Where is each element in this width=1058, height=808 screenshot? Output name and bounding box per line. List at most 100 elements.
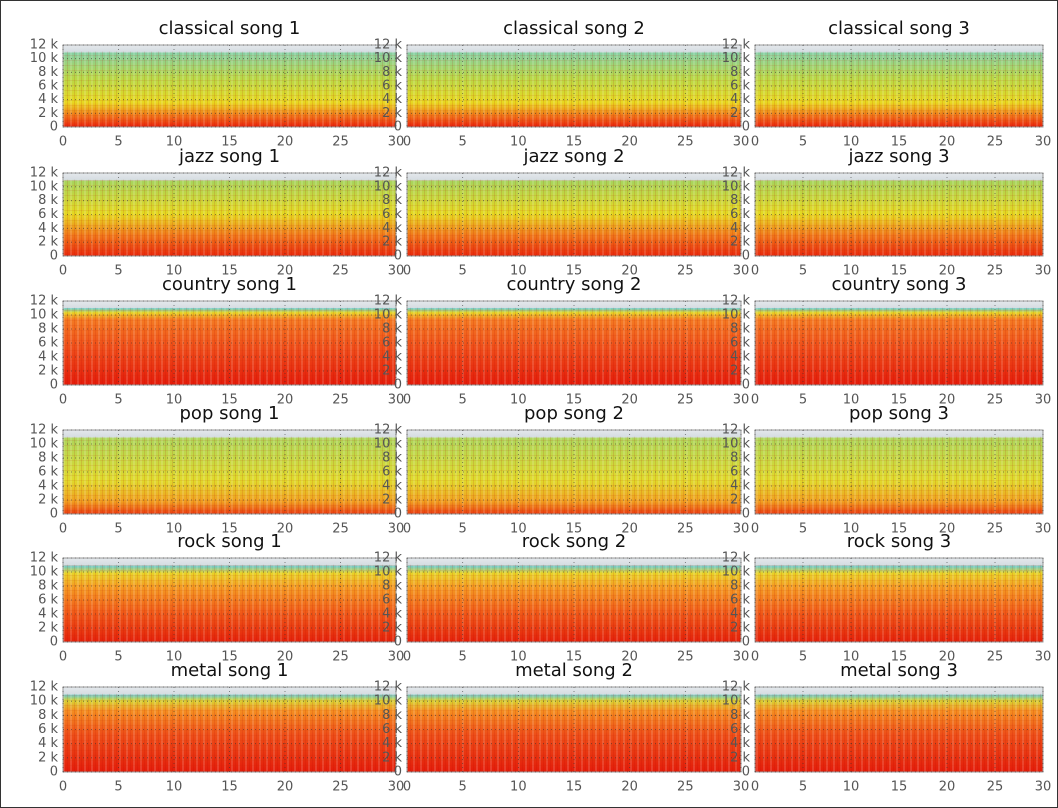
y-tick-label: 4 k [38,221,58,236]
spectrogram-texture [755,694,1043,772]
y-tick-label: 8 k [382,193,402,208]
y-tick-label: 2 k [38,750,58,765]
figure: 05101520253002 k4 k6 k8 k10 k12 kclassic… [0,0,1058,808]
x-tick-label: 5 [459,393,467,408]
y-tick-label: 12 k [722,423,751,438]
x-tick-label: 0 [751,264,759,279]
x-tick-label: 5 [114,780,122,795]
x-tick-label: 5 [459,264,467,279]
y-tick-label: 4 k [382,607,402,622]
y-tick-label: 2 k [38,106,58,121]
x-tick-label: 0 [59,393,67,408]
y-tick-label: 2 k [382,621,402,636]
x-tick-label: 30 [1035,135,1052,150]
y-tick-label: 6 k [382,336,402,351]
x-tick-label: 5 [114,135,122,150]
y-tick-label: 0 [50,507,58,522]
chart-title: country song 2 [507,274,642,295]
y-tick-label: 0 [742,120,750,135]
y-tick-label: 12 k [722,38,751,53]
y-tick-label: 4 k [730,607,750,622]
y-tick-label: 10 k [30,437,59,452]
y-tick-label: 8 k [382,451,402,466]
y-tick-label: 10 k [30,694,59,709]
y-tick-label: 2 k [730,364,750,379]
y-tick-label: 8 k [730,708,750,723]
y-tick-label: 8 k [38,451,58,466]
x-tick-label: 25 [677,264,694,279]
x-tick-label: 10 [510,780,527,795]
y-tick-label: 0 [50,635,58,650]
x-tick-label: 30 [733,135,750,150]
x-tick-label: 0 [59,650,67,665]
y-tick-label: 6 k [38,207,58,222]
y-tick-label: 10 k [30,179,59,194]
y-tick-label: 12 k [722,294,751,309]
x-tick-label: 5 [459,135,467,150]
y-tick-label: 0 [394,120,402,135]
x-tick-label: 0 [751,522,759,537]
y-tick-label: 6 k [382,79,402,94]
y-tick-label: 2 k [730,235,750,250]
x-tick-label: 10 [166,780,183,795]
x-tick-label: 30 [733,650,750,665]
y-tick-label: 8 k [38,65,58,80]
y-tick-label: 10 k [30,565,59,580]
chart-title: rock song 1 [177,531,281,552]
y-tick-label: 4 k [382,221,402,236]
chart-title: country song 1 [162,274,297,295]
y-tick-label: 12 k [374,423,403,438]
y-tick-label: 8 k [382,579,402,594]
x-tick-label: 0 [751,135,759,150]
y-tick-label: 10 k [374,179,403,194]
x-tick-label: 25 [677,780,694,795]
x-tick-label: 5 [114,650,122,665]
x-tick-label: 25 [677,650,694,665]
x-tick-label: 20 [621,780,638,795]
x-tick-label: 5 [114,522,122,537]
x-tick-label: 0 [59,135,67,150]
y-tick-label: 10 k [374,565,403,580]
x-tick-label: 15 [891,780,908,795]
x-tick-label: 15 [221,780,238,795]
y-tick-label: 6 k [730,593,750,608]
y-tick-label: 4 k [382,350,402,365]
y-tick-label: 6 k [730,79,750,94]
y-tick-label: 0 [394,635,402,650]
y-tick-label: 8 k [730,193,750,208]
y-tick-label: 6 k [38,593,58,608]
spectrogram-texture [63,694,396,772]
x-tick-label: 30 [733,522,750,537]
y-tick-label: 6 k [730,722,750,737]
y-tick-label: 0 [742,635,750,650]
y-tick-label: 6 k [38,465,58,480]
x-tick-label: 0 [403,393,411,408]
y-tick-label: 12 k [30,423,59,438]
x-tick-label: 25 [332,135,349,150]
y-tick-label: 12 k [374,166,403,181]
x-tick-label: 0 [751,393,759,408]
y-tick-label: 2 k [382,235,402,250]
y-tick-label: 0 [394,378,402,393]
x-tick-label: 25 [332,780,349,795]
y-tick-label: 8 k [38,579,58,594]
y-tick-label: 8 k [730,451,750,466]
y-tick-label: 2 k [382,493,402,508]
x-tick-label: 25 [987,264,1004,279]
x-tick-label: 15 [566,780,583,795]
chart-title: pop song 2 [524,403,624,424]
y-tick-label: 4 k [38,350,58,365]
y-tick-label: 10 k [374,437,403,452]
y-tick-label: 8 k [730,65,750,80]
x-tick-label: 5 [459,522,467,537]
chart-title: pop song 1 [180,403,280,424]
y-tick-label: 6 k [730,465,750,480]
y-tick-label: 2 k [730,106,750,121]
x-tick-label: 30 [733,264,750,279]
y-tick-label: 6 k [38,79,58,94]
y-tick-label: 0 [50,120,58,135]
x-tick-label: 0 [403,522,411,537]
x-tick-label: 30 [388,650,405,665]
y-tick-label: 0 [50,378,58,393]
x-tick-label: 0 [403,780,411,795]
